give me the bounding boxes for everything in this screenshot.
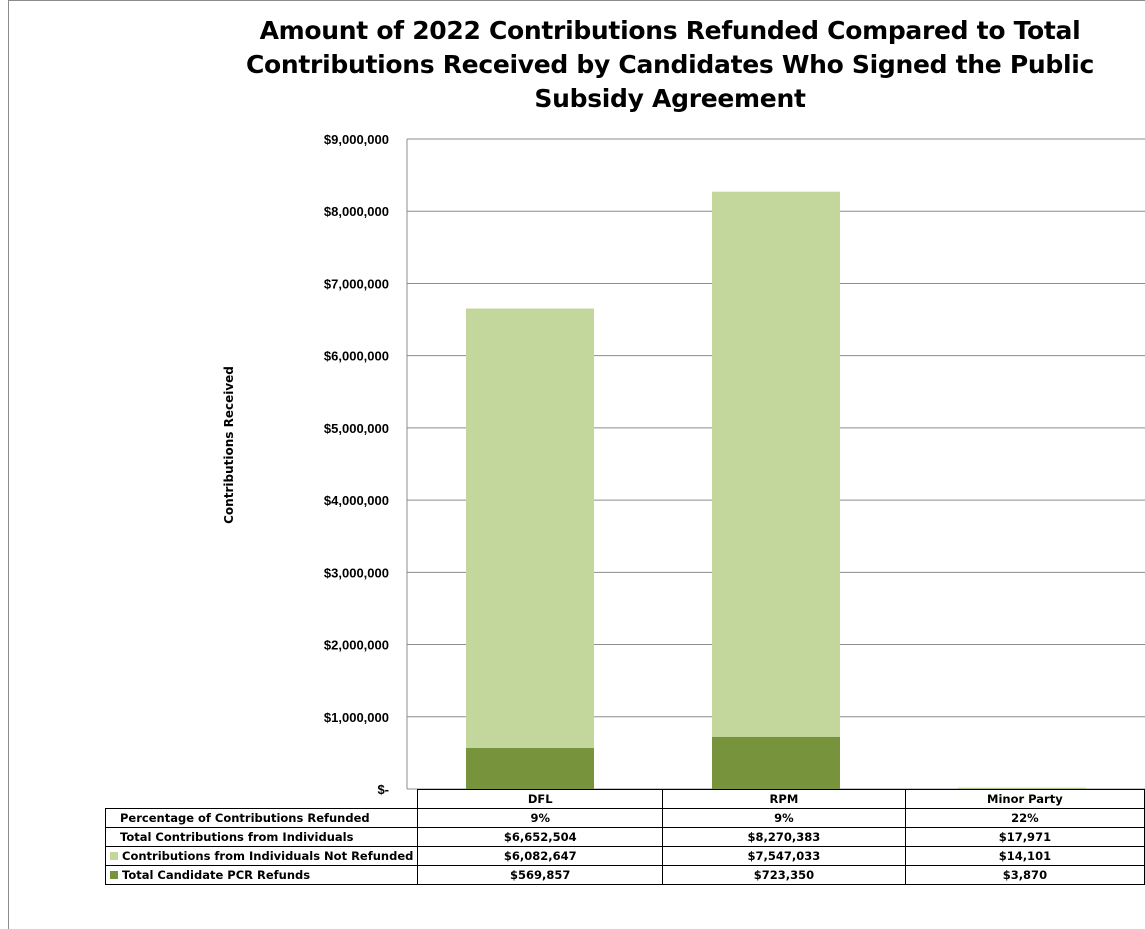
y-tick-label: $2,000,000: [324, 638, 389, 653]
row-label: Total Candidate PCR Refunds: [122, 868, 310, 882]
table-cell: $6,082,647: [418, 847, 663, 866]
bar-segment: [466, 748, 594, 789]
row-label: Contributions from Individuals Not Refun…: [122, 849, 413, 863]
y-tick-label: $3,000,000: [324, 565, 389, 580]
y-tick-label: $4,000,000: [324, 493, 389, 508]
table-cell: $17,971: [905, 828, 1144, 847]
table-cell: $14,101: [905, 847, 1144, 866]
y-tick-label: $6,000,000: [324, 349, 389, 364]
table-cell: $6,652,504: [418, 828, 663, 847]
y-tick-label: $1,000,000: [324, 710, 389, 725]
category-label: RPM: [663, 790, 906, 809]
table-cell: $723,350: [663, 866, 906, 885]
y-axis-ticks: $-$1,000,000$2,000,000$3,000,000$4,000,0…: [324, 132, 389, 797]
y-tick-label: $5,000,000: [324, 421, 389, 436]
table-cell: $3,870: [905, 866, 1144, 885]
legend-key-not-refunded: [110, 852, 118, 860]
bars: [466, 192, 1086, 789]
category-label: Minor Party: [905, 790, 1144, 809]
y-tick-label: $7,000,000: [324, 276, 389, 291]
table-row: Total Contributions from Individuals $6,…: [106, 828, 1145, 847]
y-tick-label: $9,000,000: [324, 132, 389, 147]
bar-segment: [466, 309, 594, 748]
legend-key-refunds: [110, 871, 118, 879]
table-corner: [106, 790, 418, 809]
row-label-with-key: Contributions from Individuals Not Refun…: [106, 847, 418, 866]
row-label-with-key: Total Candidate PCR Refunds: [106, 866, 418, 885]
table-header-row: DFL RPM Minor Party: [106, 790, 1145, 809]
table-cell: 22%: [905, 809, 1144, 828]
table-cell: 9%: [418, 809, 663, 828]
row-label: Total Contributions from Individuals: [106, 828, 418, 847]
y-tick-label: $8,000,000: [324, 204, 389, 219]
category-label: DFL: [418, 790, 663, 809]
table-cell: 9%: [663, 809, 906, 828]
bar-segment: [712, 192, 840, 737]
data-table: DFL RPM Minor Party Percentage of Contri…: [105, 789, 1145, 885]
table-cell: $569,857: [418, 866, 663, 885]
table-cell: $7,547,033: [663, 847, 906, 866]
table-cell: $8,270,383: [663, 828, 906, 847]
bar-segment: [712, 737, 840, 789]
row-label: Percentage of Contributions Refunded: [106, 809, 418, 828]
y-axis-label: Contributions Received: [222, 366, 236, 524]
table-row: Contributions from Individuals Not Refun…: [106, 847, 1145, 866]
table-row: Percentage of Contributions Refunded 9% …: [106, 809, 1145, 828]
table-row: Total Candidate PCR Refunds $569,857 $72…: [106, 866, 1145, 885]
